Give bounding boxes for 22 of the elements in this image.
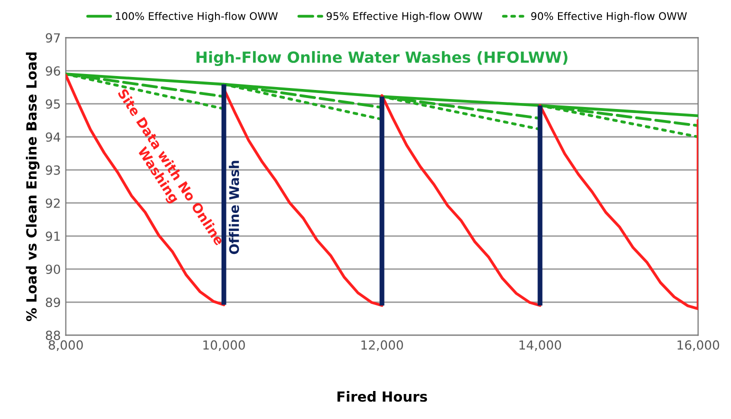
- y-tick-label: 89: [46, 298, 60, 308]
- x-tick-label: 12,000: [361, 340, 403, 352]
- legend-label: 95% Effective High-flow OWW: [326, 12, 482, 22]
- x-axis-title: Fired Hours: [337, 391, 428, 402]
- text: High-Flow Online Water Washes (HFOLWW): [196, 51, 568, 66]
- x-tick-label: 14,000: [520, 340, 562, 352]
- y-tick-label: 92: [46, 198, 60, 208]
- y-tick-label: 93: [46, 165, 60, 175]
- y-tick-label: 94: [46, 132, 60, 142]
- y-tick-label: 96: [46, 66, 60, 76]
- x-tick-label: 10,000: [203, 340, 245, 352]
- y-tick-label: 90: [46, 264, 60, 274]
- legend-label: 90% Effective High-flow OWW: [531, 12, 687, 22]
- y-axis-title: % Load vs Clean Engine Base Load: [26, 52, 40, 322]
- y-tick-label: 88: [46, 330, 60, 340]
- y-tick-label: 91: [46, 232, 60, 241]
- annotation: Offline Wash: [228, 160, 240, 254]
- legend-label: 100% Effective High-flow OWW: [116, 12, 278, 22]
- y-tick-label: 95: [46, 99, 60, 109]
- x-tick-label: 8,000: [48, 340, 83, 352]
- x-tick-label: 16,000: [678, 340, 720, 352]
- y-tick-label: 97: [46, 33, 60, 43]
